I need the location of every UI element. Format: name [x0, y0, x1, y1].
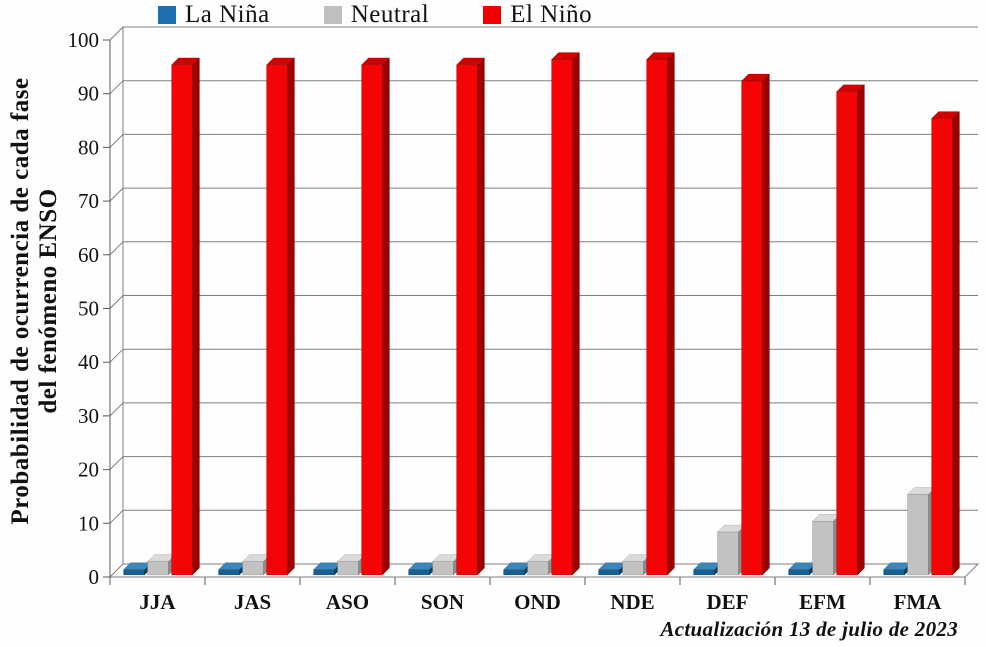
- bar-OND: [551, 59, 573, 576]
- x-category-label: SON: [421, 590, 464, 614]
- bar-side-ASO: [382, 57, 390, 576]
- bar-DEF: [741, 80, 763, 576]
- y-tick-label: 20: [78, 458, 99, 482]
- bar-side-EFM: [857, 84, 865, 576]
- y-tick-label: 10: [78, 511, 99, 535]
- bar-JAS: [242, 561, 264, 576]
- bar-side-SON: [477, 57, 485, 576]
- legend-swatch-el-nino-icon: [483, 6, 502, 24]
- bar-JAS: [218, 569, 240, 576]
- bar-ASO: [313, 569, 335, 576]
- bar-NDE: [622, 561, 644, 576]
- update-note: Actualización 13 de julio de 2023: [660, 617, 958, 641]
- y-tick-label: 40: [78, 350, 99, 374]
- y-tick-label: 70: [78, 189, 99, 213]
- bar-side-JJA: [192, 57, 200, 576]
- bar-SON: [432, 561, 454, 576]
- x-category-label: JAS: [234, 590, 271, 614]
- bar-side-OND: [572, 51, 580, 576]
- y-tick-label: 80: [78, 135, 99, 159]
- bar-JAS: [266, 64, 288, 576]
- bar-side-NDE: [667, 51, 675, 576]
- legend-item-la-nina: La Niña: [158, 1, 270, 29]
- legend-label-el-nino: El Niño: [510, 1, 593, 28]
- bar-EFM: [812, 521, 834, 576]
- y-tick-label: 30: [78, 404, 99, 428]
- bar-JJA: [171, 64, 193, 576]
- bar-JJA: [123, 569, 145, 576]
- bar-JJA: [147, 561, 169, 576]
- legend-item-neutral: Neutral: [323, 1, 430, 29]
- legend-label-la-nina: La Niña: [185, 1, 270, 28]
- bar-FMA: [931, 118, 953, 576]
- legend-swatch-la-nina-icon: [158, 6, 176, 24]
- x-category-label: FMA: [894, 590, 943, 614]
- bar-DEF: [693, 569, 715, 576]
- bar-NDE: [646, 59, 668, 576]
- x-category-label: OND: [514, 590, 561, 614]
- x-category-label: DEF: [707, 590, 749, 614]
- x-category-label: JJA: [139, 590, 176, 614]
- bar-SON: [408, 569, 430, 576]
- chart-legend: La Niña Neutral El Niño: [158, 1, 592, 29]
- bar-side-FMA: [952, 111, 960, 576]
- x-category-label: ASO: [326, 590, 369, 614]
- bar-side-DEF: [762, 73, 770, 576]
- y-tick-label: 90: [78, 82, 99, 106]
- bar-EFM: [836, 91, 858, 576]
- bar-EFM: [788, 569, 810, 576]
- y-tick-label: 0: [89, 565, 100, 589]
- legend-swatch-neutral-icon: [323, 6, 342, 24]
- y-tick-label: 100: [68, 28, 100, 52]
- bar-NDE: [598, 569, 620, 576]
- bar-OND: [527, 561, 549, 576]
- bar-FMA: [883, 569, 905, 576]
- legend-item-el-nino: El Niño: [483, 1, 592, 29]
- bar-DEF: [717, 531, 739, 576]
- y-tick-label: 50: [78, 297, 99, 321]
- bar-OND: [503, 569, 525, 576]
- gridline: [109, 26, 978, 41]
- legend-label-neutral: Neutral: [350, 1, 430, 28]
- x-category-label: NDE: [610, 590, 654, 614]
- bar-ASO: [337, 561, 359, 576]
- bar-ASO: [361, 64, 383, 576]
- x-category-label: EFM: [799, 590, 846, 614]
- bar-FMA: [907, 494, 929, 576]
- bar-SON: [456, 64, 478, 576]
- bar-side-JAS: [287, 57, 295, 576]
- y-tick-label: 60: [78, 243, 99, 267]
